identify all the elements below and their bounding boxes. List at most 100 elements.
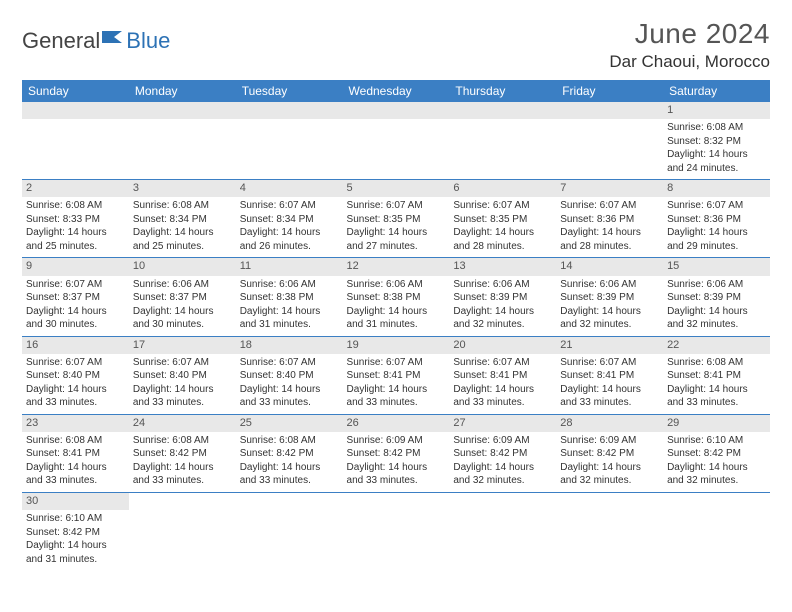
day-content: Sunrise: 6:08 AMSunset: 8:42 PMDaylight:… — [236, 432, 343, 492]
sunset-text: Sunset: 8:35 PM — [453, 213, 552, 227]
day-content: Sunrise: 6:07 AMSunset: 8:40 PMDaylight:… — [22, 354, 129, 414]
day-content: Sunrise: 6:07 AMSunset: 8:35 PMDaylight:… — [449, 197, 556, 257]
sunset-text: Sunset: 8:39 PM — [453, 291, 552, 305]
sunrise-text: Sunrise: 6:08 AM — [240, 434, 339, 448]
day-number: 26 — [343, 415, 450, 432]
day-number: 30 — [22, 493, 129, 510]
day-number: 27 — [449, 415, 556, 432]
day-content: Sunrise: 6:07 AMSunset: 8:37 PMDaylight:… — [22, 276, 129, 336]
day-content: Sunrise: 6:08 AMSunset: 8:34 PMDaylight:… — [129, 197, 236, 257]
day-number: 10 — [129, 258, 236, 275]
day-number: 18 — [236, 337, 343, 354]
day-cell: 9Sunrise: 6:07 AMSunset: 8:37 PMDaylight… — [22, 258, 129, 336]
daylight-text-2: and 33 minutes. — [240, 474, 339, 488]
empty-cell — [556, 102, 663, 180]
day-cell: 26Sunrise: 6:09 AMSunset: 8:42 PMDayligh… — [343, 414, 450, 492]
sunrise-text: Sunrise: 6:07 AM — [133, 356, 232, 370]
daylight-text-2: and 24 minutes. — [667, 162, 766, 176]
daylight-text-2: and 33 minutes. — [347, 396, 446, 410]
sunrise-text: Sunrise: 6:09 AM — [560, 434, 659, 448]
day-content: Sunrise: 6:07 AMSunset: 8:41 PMDaylight:… — [556, 354, 663, 414]
day-content: Sunrise: 6:06 AMSunset: 8:39 PMDaylight:… — [556, 276, 663, 336]
day-number: 19 — [343, 337, 450, 354]
day-number: 1 — [663, 102, 770, 119]
day-content: Sunrise: 6:06 AMSunset: 8:39 PMDaylight:… — [663, 276, 770, 336]
daylight-text-1: Daylight: 14 hours — [347, 461, 446, 475]
sunrise-text: Sunrise: 6:07 AM — [560, 199, 659, 213]
location-label: Dar Chaoui, Morocco — [609, 52, 770, 72]
day-number: 13 — [449, 258, 556, 275]
day-number: 23 — [22, 415, 129, 432]
day-content: Sunrise: 6:08 AMSunset: 8:33 PMDaylight:… — [22, 197, 129, 257]
day-cell: 6Sunrise: 6:07 AMSunset: 8:35 PMDaylight… — [449, 180, 556, 258]
sunrise-text: Sunrise: 6:06 AM — [347, 278, 446, 292]
sunset-text: Sunset: 8:32 PM — [667, 135, 766, 149]
calendar-row: 1 Sunrise: 6:08 AM Sunset: 8:32 PM Dayli… — [22, 102, 770, 180]
day-content: Sunrise: 6:09 AMSunset: 8:42 PMDaylight:… — [556, 432, 663, 492]
sunset-text: Sunset: 8:42 PM — [347, 447, 446, 461]
daylight-text-2: and 33 minutes. — [133, 396, 232, 410]
daylight-text-1: Daylight: 14 hours — [133, 226, 232, 240]
daylight-text-2: and 31 minutes. — [347, 318, 446, 332]
sunset-text: Sunset: 8:42 PM — [26, 526, 125, 540]
empty-cell — [343, 492, 450, 570]
day-number: 6 — [449, 180, 556, 197]
daylight-text-2: and 32 minutes. — [667, 474, 766, 488]
empty-cell — [556, 492, 663, 570]
day-content: Sunrise: 6:07 AMSunset: 8:40 PMDaylight:… — [129, 354, 236, 414]
day-content: Sunrise: 6:06 AMSunset: 8:38 PMDaylight:… — [236, 276, 343, 336]
day-content: Sunrise: 6:06 AMSunset: 8:37 PMDaylight:… — [129, 276, 236, 336]
col-saturday: Saturday — [663, 80, 770, 102]
day-number: 29 — [663, 415, 770, 432]
page-header: GeneralBlue June 2024 Dar Chaoui, Morocc… — [22, 18, 770, 72]
empty-cell — [449, 492, 556, 570]
sunrise-text: Sunrise: 6:07 AM — [26, 356, 125, 370]
brand-text-1: General — [22, 28, 100, 54]
day-number: 5 — [343, 180, 450, 197]
daylight-text-1: Daylight: 14 hours — [240, 383, 339, 397]
daylight-text-1: Daylight: 14 hours — [667, 226, 766, 240]
day-cell: 2Sunrise: 6:08 AMSunset: 8:33 PMDaylight… — [22, 180, 129, 258]
empty-cell — [129, 102, 236, 180]
sunset-text: Sunset: 8:34 PM — [133, 213, 232, 227]
daylight-text-1: Daylight: 14 hours — [560, 226, 659, 240]
day-number: 2 — [22, 180, 129, 197]
day-cell: 23Sunrise: 6:08 AMSunset: 8:41 PMDayligh… — [22, 414, 129, 492]
daylight-text-1: Daylight: 14 hours — [667, 148, 766, 162]
sunset-text: Sunset: 8:36 PM — [560, 213, 659, 227]
daylight-text-1: Daylight: 14 hours — [240, 226, 339, 240]
day-cell: 5Sunrise: 6:07 AMSunset: 8:35 PMDaylight… — [343, 180, 450, 258]
daylight-text-1: Daylight: 14 hours — [26, 226, 125, 240]
day-number: 9 — [22, 258, 129, 275]
col-friday: Friday — [556, 80, 663, 102]
calendar-row: 2Sunrise: 6:08 AMSunset: 8:33 PMDaylight… — [22, 180, 770, 258]
day-cell: 21Sunrise: 6:07 AMSunset: 8:41 PMDayligh… — [556, 336, 663, 414]
day-cell: 29Sunrise: 6:10 AMSunset: 8:42 PMDayligh… — [663, 414, 770, 492]
sunset-text: Sunset: 8:42 PM — [667, 447, 766, 461]
daylight-text-1: Daylight: 14 hours — [667, 383, 766, 397]
day-number: 20 — [449, 337, 556, 354]
sunrise-text: Sunrise: 6:07 AM — [26, 278, 125, 292]
day-cell: 17Sunrise: 6:07 AMSunset: 8:40 PMDayligh… — [129, 336, 236, 414]
day-content: Sunrise: 6:10 AMSunset: 8:42 PMDaylight:… — [663, 432, 770, 492]
day-number: 25 — [236, 415, 343, 432]
sunrise-text: Sunrise: 6:06 AM — [453, 278, 552, 292]
empty-cell — [129, 492, 236, 570]
daylight-text-1: Daylight: 14 hours — [133, 461, 232, 475]
sunset-text: Sunset: 8:41 PM — [560, 369, 659, 383]
daylight-text-1: Daylight: 14 hours — [347, 226, 446, 240]
daylight-text-1: Daylight: 14 hours — [26, 305, 125, 319]
sunset-text: Sunset: 8:41 PM — [667, 369, 766, 383]
sunrise-text: Sunrise: 6:07 AM — [240, 356, 339, 370]
day-cell: 22Sunrise: 6:08 AMSunset: 8:41 PMDayligh… — [663, 336, 770, 414]
col-sunday: Sunday — [22, 80, 129, 102]
day-content: Sunrise: 6:08 AMSunset: 8:41 PMDaylight:… — [22, 432, 129, 492]
day-cell: 30Sunrise: 6:10 AMSunset: 8:42 PMDayligh… — [22, 492, 129, 570]
sunset-text: Sunset: 8:35 PM — [347, 213, 446, 227]
sunset-text: Sunset: 8:41 PM — [26, 447, 125, 461]
daylight-text-2: and 25 minutes. — [133, 240, 232, 254]
daylight-text-2: and 31 minutes. — [240, 318, 339, 332]
calendar-row: 23Sunrise: 6:08 AMSunset: 8:41 PMDayligh… — [22, 414, 770, 492]
day-cell: 13Sunrise: 6:06 AMSunset: 8:39 PMDayligh… — [449, 258, 556, 336]
calendar-row: 16Sunrise: 6:07 AMSunset: 8:40 PMDayligh… — [22, 336, 770, 414]
